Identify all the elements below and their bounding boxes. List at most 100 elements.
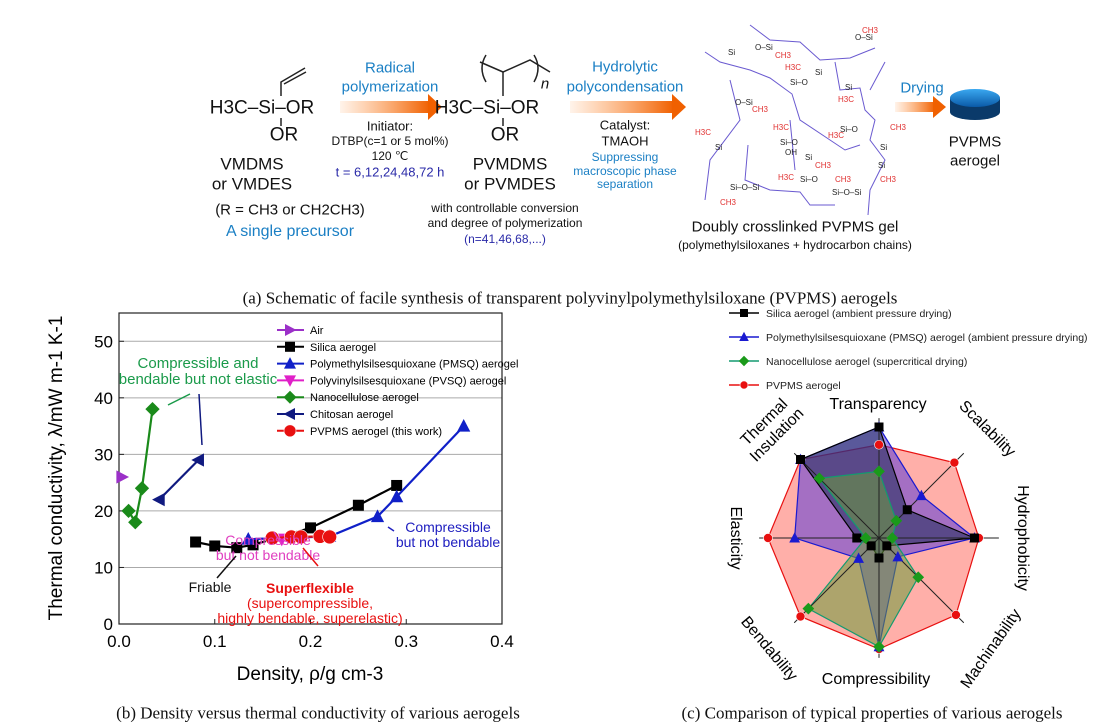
annotation-arrow xyxy=(273,531,281,543)
legend-label: Nanocellulose aerogel (supercritical dry… xyxy=(766,356,967,368)
legend-label: Silica aerogel (ambient pressure drying) xyxy=(766,308,952,320)
x-tick-label: 0.0 xyxy=(107,632,131,651)
svg-text:OH: OH xyxy=(785,148,797,157)
radar-point xyxy=(873,465,885,478)
radar-axis xyxy=(793,452,880,539)
svg-text:Si–O: Si–O xyxy=(790,78,808,87)
legend-marker xyxy=(739,380,749,390)
annotation-text: but not bendable xyxy=(396,534,501,550)
radar-point xyxy=(874,553,884,563)
radar-point xyxy=(795,611,806,622)
svg-text:Si: Si xyxy=(728,48,735,57)
svg-text:CH3: CH3 xyxy=(890,123,907,132)
gel-subtitle: (polymethylsiloxanes + hydrocarbon chain… xyxy=(678,238,912,252)
data-point xyxy=(322,529,337,545)
polymer-note: with controllable conversion xyxy=(431,201,579,215)
svg-text:Si–O: Si–O xyxy=(780,138,798,147)
caption-a: (a) Schematic of facile synthesis of tra… xyxy=(242,288,898,308)
annotation-text: Compressible xyxy=(405,519,491,535)
radar-axis-label: Compressibility xyxy=(822,671,930,688)
step2-note: Suppressing xyxy=(591,150,659,164)
svg-text:H3C: H3C xyxy=(838,95,854,104)
svg-text:Si–O: Si–O xyxy=(840,125,858,134)
gel-network xyxy=(704,24,886,216)
radar-axis-label: Bendability xyxy=(737,614,800,685)
svg-text:O–Si: O–Si xyxy=(735,98,753,107)
legend-label: Air xyxy=(310,325,324,337)
radar-axis-label: Hydrophobicity xyxy=(1014,485,1031,591)
data-point xyxy=(116,470,130,484)
legend-marker xyxy=(283,424,297,438)
svg-text:CH3: CH3 xyxy=(775,51,792,60)
arrow-drying xyxy=(895,96,946,118)
legend-label: Chitosan aerogel xyxy=(310,409,393,421)
radar-point xyxy=(949,457,960,468)
series-silica-aerogel xyxy=(190,479,403,554)
reaction-times: t = 6,12,24,48,72 h xyxy=(335,164,445,180)
radar-point xyxy=(873,640,885,653)
svg-text:Si: Si xyxy=(878,161,885,170)
radar-point xyxy=(859,532,872,544)
step1-title-2: polymerization xyxy=(341,78,439,96)
step1-title: Radical xyxy=(364,59,416,77)
data-point xyxy=(128,515,143,530)
catalyst-label: Catalyst: xyxy=(599,117,651,133)
annotation-text: (supercompressible, xyxy=(247,595,373,611)
data-point xyxy=(370,509,385,523)
radar-point xyxy=(969,533,979,543)
radar-point xyxy=(912,571,925,584)
svg-text:Si: Si xyxy=(715,143,722,152)
legend-label: Nanocellulose aerogel xyxy=(310,392,419,404)
legend-marker xyxy=(285,341,295,352)
arrow-radical-polymerization xyxy=(340,94,442,120)
x-tick-label: 0.2 xyxy=(299,632,323,651)
annotation-text: Compressible and xyxy=(138,355,259,372)
x-tick-label: 0.4 xyxy=(490,632,514,651)
legend-label: PVPMS aerogel (this work) xyxy=(310,426,442,438)
legend-marker xyxy=(285,324,297,336)
precursor-or: OR xyxy=(269,124,299,146)
data-point xyxy=(152,493,165,507)
r-definition: (R = CH3 or CH2CH3) xyxy=(215,201,365,219)
x-tick-label: 0.3 xyxy=(394,632,418,651)
legend-label: Polymethylsilsesquioxane (PMSQ) aerogel xyxy=(310,359,518,371)
polymer-name: PVMDMS xyxy=(472,154,548,174)
single-precursor-label: A single precursor xyxy=(225,223,355,240)
radar-point xyxy=(853,552,864,563)
data-point xyxy=(231,542,243,554)
polymer-or: OR xyxy=(490,124,520,146)
legend-marker xyxy=(283,390,297,404)
step2-title: Hydrolytic xyxy=(592,58,658,76)
legend-marker xyxy=(284,357,296,369)
data-point xyxy=(247,539,259,551)
radar-axis-label: Transparency xyxy=(829,396,926,413)
radar-point xyxy=(866,541,876,551)
data-point xyxy=(121,503,136,519)
data-point xyxy=(293,529,309,545)
svg-text:H3C: H3C xyxy=(828,131,844,140)
annotation-text: Superflexible xyxy=(266,580,354,596)
caption-c: (c) Comparison of typical properties of … xyxy=(681,703,1063,723)
svg-text:CH3: CH3 xyxy=(862,26,879,35)
svg-text:CH3: CH3 xyxy=(815,161,832,170)
y-axis-label: Thermal conductivity, λ/mW m-1 K-1 xyxy=(46,316,67,621)
annotation-text: bendable but not elastic xyxy=(119,371,278,388)
radar-axis-label: Elasticity xyxy=(727,506,744,569)
radar-point xyxy=(886,532,899,544)
data-point xyxy=(145,401,160,417)
gel-title: Doubly crosslinked PVPMS gel xyxy=(691,218,899,236)
annotation-arrow xyxy=(216,555,237,579)
svg-text:H3C: H3C xyxy=(695,128,711,137)
annotation-text: Friable xyxy=(189,579,232,595)
temperature: 120 ℃ xyxy=(371,149,409,163)
step2-note-3: separation xyxy=(596,177,654,191)
data-point xyxy=(457,418,471,432)
data-point xyxy=(390,489,404,503)
x-axis-label: Density, ρ/g cm-3 xyxy=(237,664,384,685)
data-point xyxy=(391,479,403,491)
polymer-backbone xyxy=(479,54,551,126)
data-point xyxy=(190,536,202,548)
